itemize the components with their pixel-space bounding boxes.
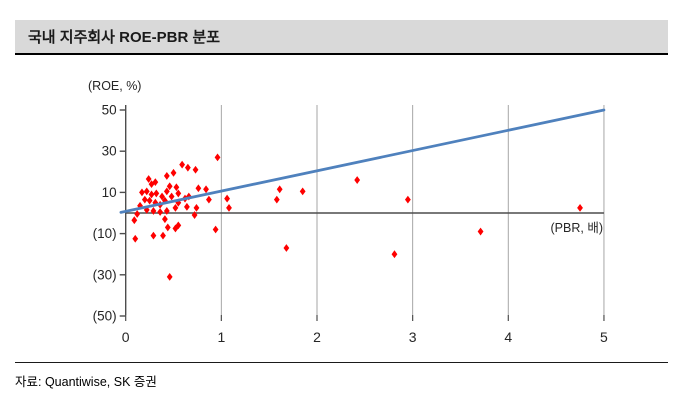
scatter-point	[134, 210, 141, 218]
x-tick-label: 5	[600, 329, 608, 345]
scatter-point	[203, 185, 209, 194]
scatter-point	[283, 244, 290, 252]
scatter-point	[157, 208, 164, 216]
scatter-point	[212, 225, 219, 234]
y-tick-label: 50	[102, 103, 117, 118]
scatter-point	[160, 231, 166, 240]
scatter-point	[175, 189, 182, 198]
scatter-point	[179, 160, 186, 169]
footer-divider	[15, 362, 668, 363]
y-tick-label: (50)	[93, 309, 117, 324]
scatter-point	[166, 272, 173, 281]
x-tick-label: 2	[313, 329, 321, 345]
scatter-point	[131, 216, 138, 225]
scatter-point	[159, 192, 165, 201]
x-tick-label: 1	[217, 329, 225, 345]
scatter-point	[146, 196, 153, 205]
scatter-point	[139, 188, 145, 197]
scatter-point	[153, 189, 160, 198]
y-tick-label: 10	[102, 185, 117, 200]
y-axis-title: (ROE, %)	[88, 79, 142, 93]
scatter-point	[166, 182, 173, 191]
chart-title: 국내 지주회사 ROE-PBR 분포	[28, 29, 221, 46]
scatter-point	[404, 195, 411, 204]
y-tick-label: (10)	[93, 226, 117, 241]
scatter-point	[299, 187, 306, 196]
scatter-point	[148, 180, 155, 189]
scatter-point	[184, 163, 191, 172]
scatter-point	[145, 175, 152, 183]
scatter-point	[163, 172, 170, 180]
scatter-point	[206, 195, 212, 204]
scatter-point	[137, 201, 143, 210]
x-tick-label: 3	[409, 329, 417, 345]
scatter-point	[163, 207, 170, 215]
scatter-point	[391, 250, 398, 259]
scatter-point	[192, 165, 199, 174]
scatter-point	[226, 203, 232, 212]
scatter-point	[184, 202, 190, 211]
scatter-point	[224, 194, 230, 203]
x-axis-title: (PBR, 배)	[550, 221, 603, 235]
scatter-point	[273, 195, 280, 204]
scatter-point	[164, 223, 171, 232]
scatter-point	[195, 184, 202, 193]
chart-title-bar: 국내 지주회사 ROE-PBR 분포	[15, 20, 668, 55]
scatter-point	[173, 183, 180, 192]
scatter-point	[170, 168, 177, 177]
y-tick-label: 30	[102, 144, 117, 159]
x-tick-label: 4	[504, 329, 512, 345]
x-tick-label: 0	[122, 329, 130, 345]
scatter-point	[150, 231, 157, 240]
scatter-point	[354, 176, 361, 184]
scatter-point	[143, 187, 150, 196]
scatter-point	[168, 192, 175, 201]
scatter-point	[193, 203, 200, 212]
scatter-point	[163, 187, 170, 196]
scatter-point	[162, 215, 168, 224]
source-note: 자료: Quantiwise, SK 증권	[15, 375, 157, 389]
scatter-point	[477, 227, 484, 236]
scatter-point	[191, 211, 198, 219]
scatter-point	[143, 206, 150, 214]
scatter-point	[141, 195, 148, 204]
scatter-point	[132, 234, 139, 243]
trend-line	[119, 108, 606, 214]
scatter-point	[148, 190, 155, 199]
scatter-point	[577, 203, 583, 212]
y-tick-label: (30)	[93, 267, 117, 282]
scatter-point	[214, 153, 221, 162]
scatter-point	[150, 207, 157, 215]
scatter-point	[175, 221, 182, 230]
scatter-point	[276, 185, 283, 194]
scatter-point	[152, 198, 159, 207]
scatter-point	[172, 203, 179, 212]
